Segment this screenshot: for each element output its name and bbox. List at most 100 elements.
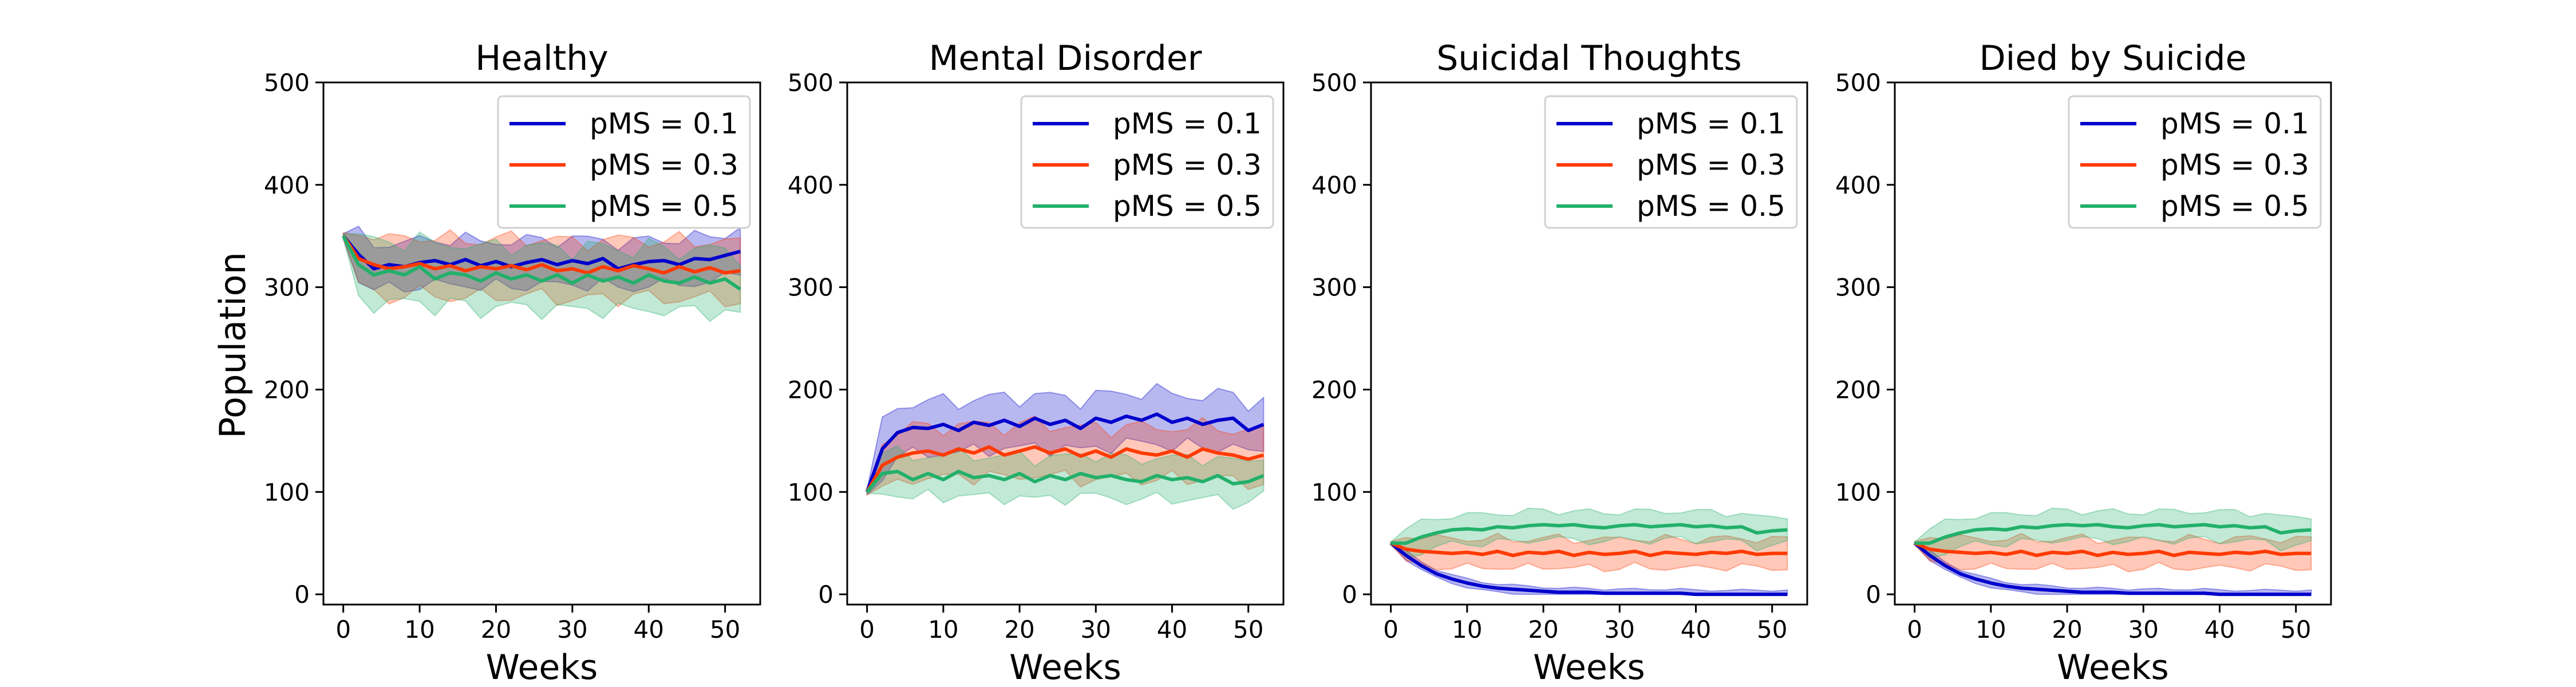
y-tick-label: 400 <box>1311 171 1357 199</box>
panel-1: 0 10 20 30 40 500100200300400500HealthyWeeksp… <box>264 38 761 687</box>
legend-label: pMS = 0.1 <box>2160 107 2309 140</box>
y-tick-label: 500 <box>1311 69 1357 97</box>
x-tick-label: 40 <box>1157 615 1187 643</box>
x-tick-label: 20 <box>1528 615 1558 643</box>
chart-title: Suicidal Thoughts <box>1436 38 1741 78</box>
legend-label: pMS = 0.3 <box>1113 148 1262 181</box>
legend-label: pMS = 0.3 <box>590 148 738 181</box>
series-line-2 <box>1914 541 2312 558</box>
plot-area <box>865 382 1265 510</box>
legend-label: pMS = 0.1 <box>590 107 738 140</box>
y-tick-label: 500 <box>1835 69 1881 97</box>
y-tick-label: 0 <box>818 581 833 609</box>
legend-label: pMS = 0.3 <box>2160 148 2309 181</box>
x-tick-label: 20 <box>1004 615 1034 643</box>
plot-area <box>1913 507 2312 597</box>
x-tick-label: 30 <box>557 615 587 643</box>
x-axis-label: Weeks <box>1533 647 1645 687</box>
y-tick-label: 300 <box>788 274 833 302</box>
y-tick-label: 300 <box>264 274 310 302</box>
x-tick-label: 0 <box>1383 615 1398 643</box>
legend-box <box>497 95 751 229</box>
x-axis-label: Weeks <box>2057 647 2169 687</box>
x-tick-label: 30 <box>1081 615 1111 643</box>
y-tick-label: 300 <box>1835 274 1881 302</box>
series-band-1 <box>866 382 1265 496</box>
series-band-3 <box>342 231 741 322</box>
x-axis-label: Weeks <box>486 647 598 687</box>
x-tick-label: 40 <box>2204 615 2235 643</box>
series-line-3 <box>1390 523 1788 545</box>
series-line-1 <box>1913 542 2312 597</box>
x-tick-label: 50 <box>1757 615 1787 643</box>
x-tick-label: 30 <box>1605 615 1635 643</box>
series-line-2 <box>1390 541 1788 558</box>
x-tick-label: 10 <box>404 615 434 643</box>
x-tick-label: 30 <box>2128 615 2159 643</box>
chart-title: Died by Suicide <box>1979 38 2246 78</box>
legend: pMS = 0.1 pMS = 0.3 pMS = 0.5 <box>1020 95 1274 229</box>
axes-frame <box>846 81 1285 606</box>
y-tick-label: 100 <box>1835 478 1881 506</box>
x-tick-label: 10 <box>928 615 958 643</box>
x-tick-label: 0 <box>335 615 351 643</box>
y-tick-label: 400 <box>1835 171 1881 199</box>
y-tick-label: 200 <box>264 376 310 404</box>
legend-label: pMS = 0.5 <box>1113 189 1262 223</box>
x-tick-label: 50 <box>2281 615 2311 643</box>
figure-ylabel: Population <box>212 252 254 439</box>
x-tick-label: 0 <box>1907 615 1922 643</box>
legend-box <box>1020 95 1274 229</box>
legend-label: pMS = 0.1 <box>1637 107 1785 140</box>
y-tick-label: 100 <box>1311 478 1357 506</box>
x-tick-label: 50 <box>710 615 740 643</box>
axes-frame <box>1894 81 2332 606</box>
x-axis-label: Weeks <box>1009 647 1121 687</box>
y-tick-label: 300 <box>1311 274 1357 302</box>
series-band-2 <box>342 229 741 307</box>
y-tick-label: 0 <box>1866 581 1881 609</box>
y-tick-label: 100 <box>264 478 310 506</box>
legend-label: pMS = 0.5 <box>2160 189 2309 223</box>
legend-label: pMS = 0.1 <box>1113 107 1262 140</box>
series-line-2 <box>865 445 1265 493</box>
series-band-3 <box>1390 507 1788 558</box>
y-tick-label: 500 <box>788 69 833 97</box>
legend-label: pMS = 0.5 <box>590 189 738 223</box>
y-tick-label: 500 <box>264 69 310 97</box>
legend-label: pMS = 0.3 <box>1637 148 1785 181</box>
plot-area <box>1389 507 1788 597</box>
series-line-3 <box>1914 523 2312 545</box>
y-tick-label: 0 <box>294 581 310 609</box>
x-tick-label: 20 <box>2052 615 2082 643</box>
legend: pMS = 0.1 pMS = 0.3 pMS = 0.5 <box>1544 95 1798 229</box>
series-line-3 <box>866 469 1265 493</box>
axes-frame <box>322 81 761 606</box>
plot-area <box>342 226 741 322</box>
y-tick-label: 400 <box>264 171 310 199</box>
y-tick-label: 200 <box>788 376 833 404</box>
legend-box <box>1544 95 1798 229</box>
series-line-1 <box>1389 542 1788 597</box>
series-line-3 <box>342 235 741 291</box>
chart-title: Healthy <box>475 38 609 78</box>
x-tick-label: 40 <box>634 615 664 643</box>
legend-box <box>2068 95 2322 229</box>
x-tick-label: 10 <box>1976 615 2006 643</box>
x-tick-label: 20 <box>481 615 511 643</box>
chart-title: Mental Disorder <box>929 38 1202 78</box>
x-tick-label: 40 <box>1681 615 1711 643</box>
legend-label: pMS = 0.5 <box>1637 189 1785 223</box>
series-band-3 <box>1914 507 2312 558</box>
legend: pMS = 0.1 pMS = 0.3 pMS = 0.5 <box>497 95 751 229</box>
y-tick-label: 200 <box>1311 376 1357 404</box>
series-line-2 <box>342 235 741 275</box>
axes-frame <box>1370 81 1808 606</box>
x-tick-label: 10 <box>1452 615 1482 643</box>
x-tick-label: 50 <box>1233 615 1263 643</box>
y-tick-label: 100 <box>788 478 833 506</box>
legend: pMS = 0.1 pMS = 0.3 pMS = 0.5 <box>2068 95 2322 229</box>
